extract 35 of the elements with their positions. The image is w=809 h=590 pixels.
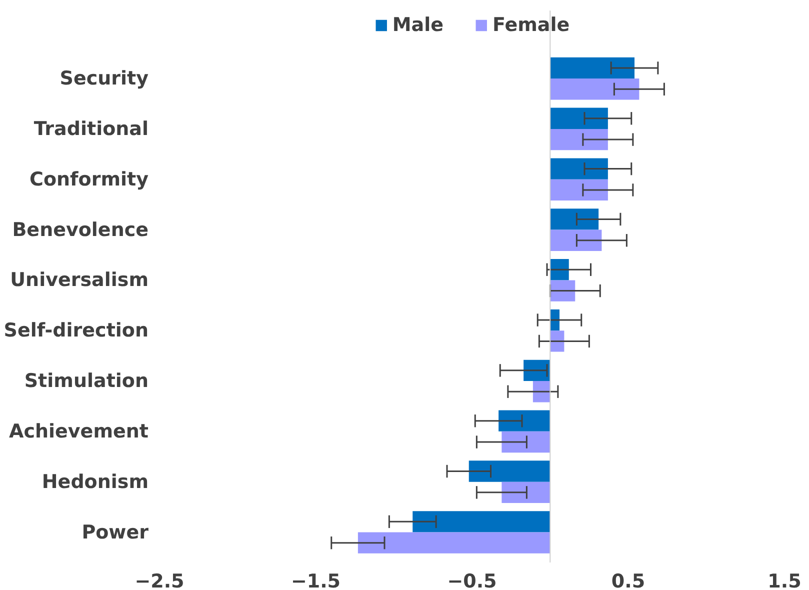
legend-label: Female (492, 14, 570, 36)
bar (468, 460, 550, 482)
bar (550, 57, 634, 79)
x-tick-label: 1.5 (768, 570, 802, 590)
x-tick-label: −2.5 (134, 570, 184, 590)
y-tick-label: Power (82, 521, 150, 544)
bar (550, 78, 640, 100)
bar (550, 128, 608, 150)
bar (498, 410, 550, 432)
x-tick-label: −0.5 (447, 570, 497, 590)
bar (550, 208, 599, 230)
y-tick-label: Benevolence (12, 218, 149, 241)
bar (550, 280, 576, 302)
x-tick-label: 0.5 (611, 570, 646, 590)
bar (550, 230, 602, 251)
y-tick-label: Hedonism (42, 470, 149, 493)
bar (502, 482, 550, 504)
bar (550, 179, 608, 201)
y-tick-label: Security (60, 68, 150, 90)
bar (550, 158, 608, 180)
bar (524, 360, 550, 382)
y-tick-label: Self-direction (4, 320, 149, 342)
y-tick-label: Traditional (34, 118, 148, 140)
y-tick-label: Conformity (30, 168, 150, 190)
bar (412, 511, 550, 532)
bar (550, 259, 569, 280)
bar (550, 330, 564, 352)
bar (550, 108, 608, 129)
y-tick-label: Universalism (10, 269, 149, 292)
x-tick-label: −1.5 (290, 570, 341, 590)
bar (358, 532, 550, 554)
y-tick-label: Stimulation (24, 370, 149, 392)
y-tick-label: Achievement (9, 420, 149, 442)
legend-label: Male (392, 14, 444, 36)
bar (502, 431, 550, 453)
